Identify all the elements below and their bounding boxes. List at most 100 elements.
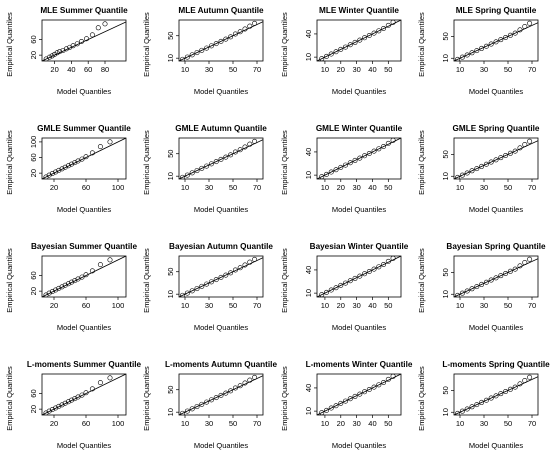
qq-point: [79, 392, 85, 398]
qq-panel: Bayesian Spring Quantile Empirical Quanti…: [417, 242, 546, 332]
x-tick-label: 50: [384, 65, 392, 74]
qq-point: [459, 172, 465, 178]
qq-point: [247, 23, 253, 29]
x-tick-label: 10: [321, 419, 329, 428]
qq-point: [180, 56, 186, 61]
qq-point: [362, 389, 368, 395]
x-tick-label: 70: [253, 183, 261, 192]
plot-frame: [316, 373, 402, 416]
qq-point: [479, 163, 485, 169]
qq-point: [208, 161, 214, 167]
qq-point: [189, 288, 195, 294]
qq-point: [357, 273, 363, 279]
y-tick-label: 50: [441, 32, 450, 40]
qq-point: [338, 400, 344, 406]
qq-point: [459, 408, 465, 414]
reference-line: [317, 20, 401, 61]
y-axis-label: Empirical Quantiles: [417, 130, 426, 195]
qq-point: [469, 168, 475, 174]
qq-point: [59, 284, 65, 290]
qq-point: [522, 378, 528, 384]
qq-panel: L-moments Autumn Quantile Empirical Quant…: [142, 360, 277, 450]
qq-point: [347, 396, 353, 402]
qq-point: [479, 399, 485, 405]
y-tick-label: 10: [441, 54, 450, 62]
qq-point: [52, 51, 58, 57]
qq-point: [242, 380, 248, 386]
qq-point: [469, 50, 475, 56]
qq-point: [498, 37, 504, 43]
qq-point: [352, 39, 358, 45]
qq-point: [390, 20, 396, 25]
qq-point: [507, 268, 513, 274]
qq-point: [242, 262, 248, 268]
qq-point: [455, 410, 461, 415]
qq-point: [204, 399, 210, 405]
y-axis-label: Empirical Quantiles: [142, 130, 151, 195]
qq-point: [512, 266, 518, 272]
x-axis-label: Model Quantiles: [469, 87, 523, 96]
qq-point: [70, 43, 76, 49]
panel-title: GMLE Autumn Quantile: [175, 124, 267, 133]
x-tick-label: 10: [321, 183, 329, 192]
y-axis-label: Empirical Quantiles: [417, 248, 426, 313]
x-tick-label: 70: [528, 183, 536, 192]
panel-title: L-moments Winter Quantile: [306, 360, 413, 369]
x-tick-label: 80: [101, 65, 109, 74]
qq-point: [347, 160, 353, 166]
qq-panel: MLE Summer Quantile Empirical Quantiles Mo…: [5, 6, 128, 96]
qq-point: [189, 170, 195, 176]
qq-point: [488, 277, 494, 283]
qq-point: [252, 138, 258, 144]
x-tick-label: 60: [82, 419, 90, 428]
qq-point: [218, 392, 224, 398]
qq-point: [75, 394, 81, 400]
x-tick-label: 70: [528, 65, 536, 74]
x-tick-label: 50: [504, 183, 512, 192]
qq-point: [459, 54, 465, 60]
y-tick-label: 20: [29, 287, 38, 295]
qq-point: [237, 383, 243, 389]
y-tick-label: 10: [441, 172, 450, 180]
plot-frame: [316, 137, 402, 180]
qq-point: [469, 404, 475, 410]
x-tick-label: 20: [337, 419, 345, 428]
qq-point: [503, 152, 509, 158]
qq-point: [338, 46, 344, 52]
x-tick-label: 50: [229, 183, 237, 192]
qq-point: [69, 161, 75, 167]
qq-point: [503, 388, 509, 394]
x-axis-label: Model Quantiles: [332, 323, 386, 332]
qq-point: [199, 283, 205, 289]
y-tick-label: 10: [166, 54, 175, 62]
qq-panel: GMLE Autumn Quantile Empirical Quantiles M…: [142, 124, 267, 214]
qq-point: [252, 20, 258, 26]
y-tick-label: 10: [304, 171, 313, 179]
qq-point: [333, 167, 339, 173]
y-tick-label: 10: [304, 53, 313, 61]
panel-title: Bayesian Winter Quantile: [310, 242, 409, 251]
qq-point: [65, 163, 71, 169]
qq-point: [56, 403, 62, 409]
plot-frame: [453, 19, 539, 62]
qq-point: [218, 38, 224, 44]
qq-point: [49, 53, 55, 59]
qq-point: [78, 38, 84, 44]
reference-line: [317, 256, 401, 297]
qq-point: [507, 386, 513, 392]
qq-panel: L-moments Winter Quantile Empirical Quant…: [280, 360, 413, 450]
qq-panel: L-moments Spring Quantile Empirical Quant…: [417, 360, 550, 450]
plot-frame: [41, 255, 127, 298]
qq-point: [194, 404, 200, 410]
x-tick-label: 10: [456, 419, 464, 428]
qq-point: [199, 401, 205, 407]
qq-panel: GMLE Winter Quantile Empirical Quantiles M…: [280, 124, 403, 214]
qq-point: [74, 41, 80, 47]
qq-point: [89, 32, 95, 38]
panel-title: MLE Summer Quantile: [40, 6, 128, 15]
qq-point: [228, 152, 234, 158]
qq-point: [324, 289, 330, 295]
qq-point: [522, 142, 528, 148]
x-tick-label: 50: [384, 183, 392, 192]
qq-point: [63, 46, 69, 52]
